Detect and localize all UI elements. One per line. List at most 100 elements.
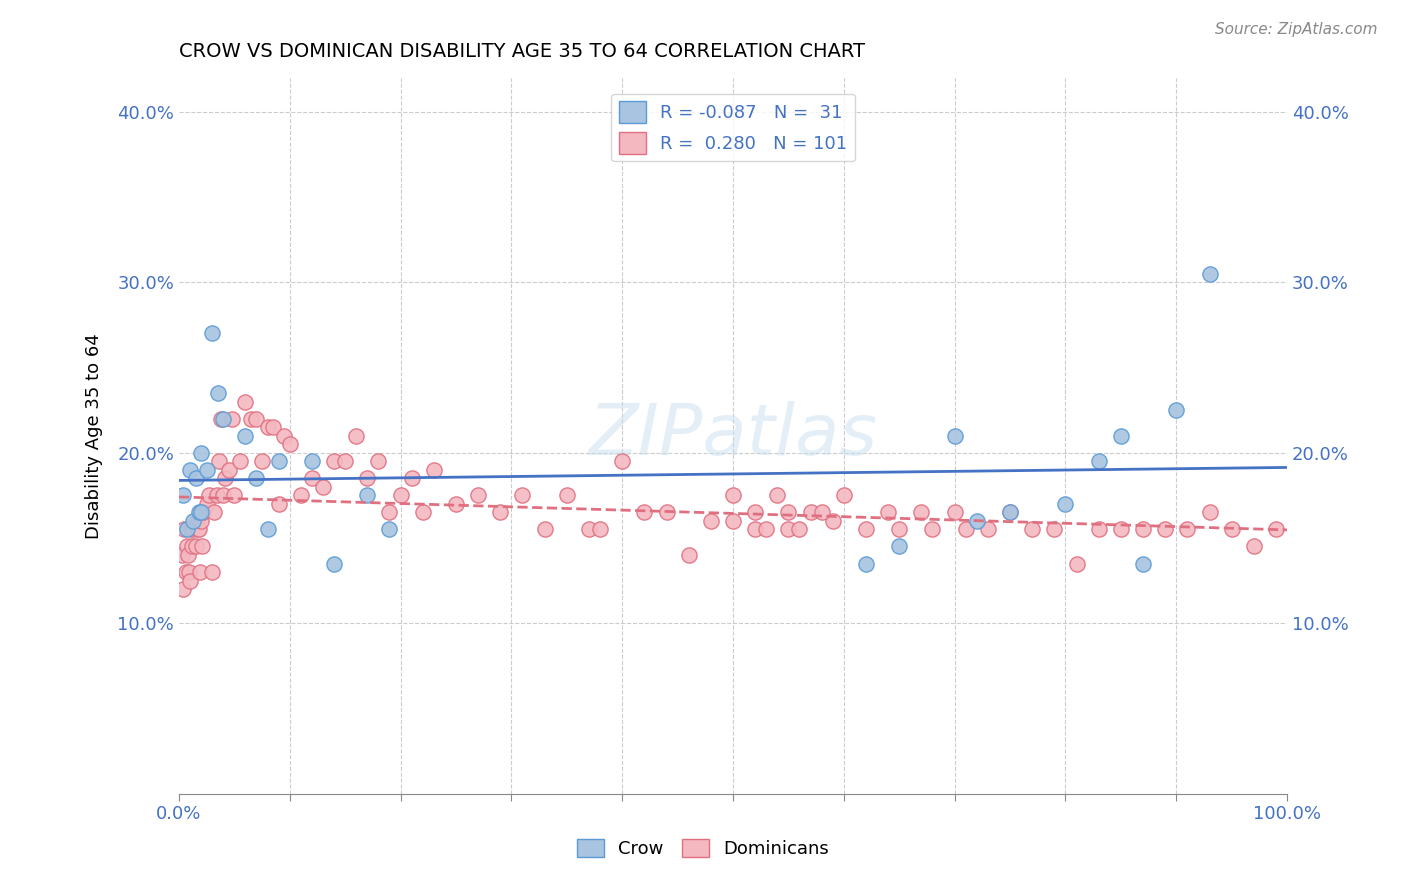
Point (179, 463, 201, 477)
Point (910, 505, 932, 519)
Point (273, 428, 295, 442)
Point (198, 488, 221, 502)
Point (378, 505, 401, 519)
Point (533, 523, 555, 537)
Point (212, 488, 235, 502)
Point (214, 471, 236, 485)
Point (467, 488, 489, 502)
Point (186, 514, 208, 528)
Point (1243, 540, 1265, 554)
Point (202, 505, 225, 519)
Point (323, 454, 346, 468)
Point (224, 488, 246, 502)
Point (172, 488, 194, 502)
Point (1132, 523, 1154, 537)
Point (512, 488, 534, 502)
Point (921, 523, 943, 537)
Point (1109, 428, 1132, 442)
Point (184, 471, 207, 485)
Point (367, 454, 389, 468)
Point (401, 471, 423, 485)
Point (195, 463, 218, 477)
Point (444, 497, 467, 511)
Point (1021, 523, 1043, 537)
Point (218, 463, 240, 477)
Point (267, 454, 290, 468)
Point (700, 514, 723, 528)
Point (195, 497, 218, 511)
Point (778, 505, 800, 519)
Text: ZIPatlas: ZIPatlas (589, 401, 877, 470)
Point (1066, 557, 1088, 571)
Point (1132, 557, 1154, 571)
Point (855, 557, 877, 571)
Point (655, 505, 678, 519)
Point (187, 505, 209, 519)
Point (183, 523, 205, 537)
Point (290, 488, 312, 502)
Point (190, 445, 212, 459)
Point (744, 505, 766, 519)
Point (1166, 403, 1188, 417)
Legend: R = -0.087   N =  31, R =  0.280   N = 101: R = -0.087 N = 31, R = 0.280 N = 101 (612, 94, 855, 161)
Point (174, 565, 197, 579)
Point (250, 454, 273, 468)
Point (344, 428, 367, 442)
Point (184, 540, 207, 554)
Point (612, 454, 634, 468)
Point (877, 505, 900, 519)
Point (221, 411, 243, 425)
Point (207, 386, 229, 401)
Point (412, 505, 434, 519)
Point (356, 471, 378, 485)
Point (312, 480, 335, 494)
Legend: Crow, Dominicans: Crow, Dominicans (569, 831, 837, 865)
Point (181, 540, 204, 554)
Point (323, 557, 346, 571)
Point (1043, 523, 1066, 537)
Point (212, 411, 235, 425)
Point (810, 505, 832, 519)
Point (555, 488, 578, 502)
Point (176, 523, 198, 537)
Point (193, 505, 215, 519)
Point (1154, 523, 1177, 537)
Point (301, 471, 323, 485)
Point (267, 497, 290, 511)
Point (201, 326, 224, 341)
Point (998, 505, 1021, 519)
Point (1175, 523, 1198, 537)
Point (301, 454, 323, 468)
Point (180, 523, 202, 537)
Text: CROW VS DOMINICAN DISABILITY AGE 35 TO 64 CORRELATION CHART: CROW VS DOMINICAN DISABILITY AGE 35 TO 6… (179, 42, 865, 61)
Point (578, 523, 600, 537)
Point (943, 505, 966, 519)
Point (1198, 267, 1220, 281)
Point (177, 548, 200, 562)
Point (356, 488, 378, 502)
Point (256, 523, 278, 537)
Point (423, 463, 446, 477)
Point (187, 523, 209, 537)
Point (229, 454, 252, 468)
Point (188, 565, 211, 579)
Point (789, 523, 811, 537)
Point (1198, 505, 1220, 519)
Point (191, 540, 214, 554)
Point (1054, 497, 1077, 511)
Point (177, 565, 200, 579)
Point (832, 488, 855, 502)
Point (201, 565, 224, 579)
Point (205, 488, 228, 502)
Point (744, 523, 766, 537)
Point (187, 523, 209, 537)
Point (966, 514, 988, 528)
Point (190, 505, 212, 519)
Point (333, 454, 356, 468)
Point (778, 523, 800, 537)
Y-axis label: Disability Age 35 to 64: Disability Age 35 to 64 (86, 333, 103, 539)
Point (1087, 523, 1109, 537)
Point (721, 488, 744, 502)
Point (190, 514, 212, 528)
Point (389, 488, 412, 502)
